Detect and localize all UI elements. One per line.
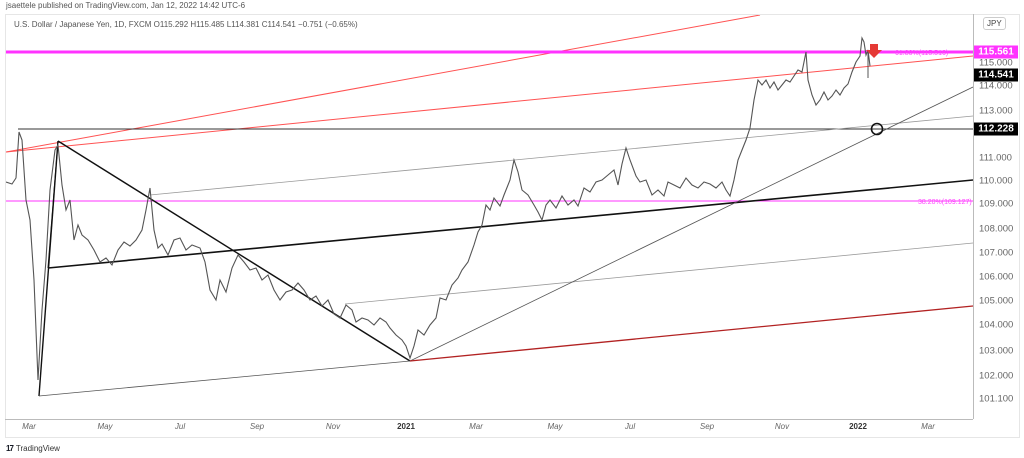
time-axis[interactable]	[5, 419, 973, 439]
price-bars	[6, 36, 871, 381]
price-tick-label: 103.000	[979, 345, 1014, 357]
time-axis-label: May	[97, 422, 113, 431]
price-axis[interactable]	[973, 14, 1020, 419]
price-tick-label: 115.000	[979, 57, 1013, 69]
publisher-line: jsaettele published on TradingView.com, …	[6, 1, 246, 10]
tradingview-logo-icon[interactable]: 17	[6, 444, 14, 453]
ascending-grey-trendline[interactable]	[409, 86, 973, 362]
time-axis-label: Jul	[174, 422, 186, 431]
price-tick-label: 105.000	[979, 295, 1014, 307]
rise-line-2[interactable]	[47, 140, 59, 269]
price-tick-label: 107.000	[979, 247, 1014, 259]
base-line[interactable]	[38, 360, 411, 397]
channel-line-thin-1[interactable]	[149, 115, 973, 196]
price-tick-label: 104.000	[979, 319, 1014, 331]
price-tick-label: 111.000	[979, 152, 1012, 164]
chart-frame	[5, 14, 1020, 438]
symbol-legend: U.S. Dollar / Japanese Yen, 1D, FXCM O11…	[14, 20, 358, 29]
time-axis-label: Nov	[325, 422, 341, 431]
descending-trendline[interactable]	[57, 140, 411, 362]
price-tick-label: 113.000	[979, 105, 1013, 117]
price-level-badge: 114.541	[974, 68, 1018, 82]
price-level-badge: 112.228	[974, 122, 1018, 136]
tradingview-brand[interactable]: TradingView	[15, 444, 60, 453]
time-axis-label: Sep	[249, 422, 265, 431]
price-tick-label: 108.000	[979, 223, 1014, 235]
price-tick-label: 102.000	[979, 370, 1014, 382]
price-tick-label: 101.100	[979, 393, 1014, 405]
price-tick-label: 110.000	[979, 175, 1013, 187]
currency-badge[interactable]: JPY	[983, 17, 1006, 30]
time-axis-label: Mar	[469, 422, 483, 431]
price-tick-label: 106.000	[979, 271, 1014, 283]
dark-red-trendline[interactable]	[409, 305, 973, 362]
time-axis-label: Mar	[921, 422, 935, 431]
time-axis-label: 2021	[397, 422, 415, 431]
red-trendline-upper[interactable]	[6, 15, 761, 153]
time-axis-label: Mar	[22, 422, 36, 431]
time-axis-label: Nov	[774, 422, 790, 431]
bold-trendline[interactable]	[47, 179, 973, 269]
time-axis-label: Sep	[699, 422, 715, 431]
target-circle-marker[interactable]	[870, 122, 884, 136]
red-down-arrow-icon[interactable]	[866, 44, 882, 58]
fib-618-label: 61.80%(115.516)	[895, 50, 949, 57]
time-axis-label: Jul	[624, 422, 636, 431]
price-level-badge: 115.561	[974, 45, 1018, 59]
footer: 17 TradingView	[6, 444, 60, 453]
price-tick-label: 109.000	[979, 198, 1014, 210]
time-axis-label: May	[547, 422, 563, 431]
channel-line-thin-2[interactable]	[344, 242, 973, 305]
time-axis-label: 2022	[849, 422, 867, 431]
fib-382-label: 38.20%(109.127)	[918, 199, 972, 206]
price-tick-label: 114.000	[979, 80, 1013, 92]
red-trendline-lower[interactable]	[6, 55, 973, 153]
